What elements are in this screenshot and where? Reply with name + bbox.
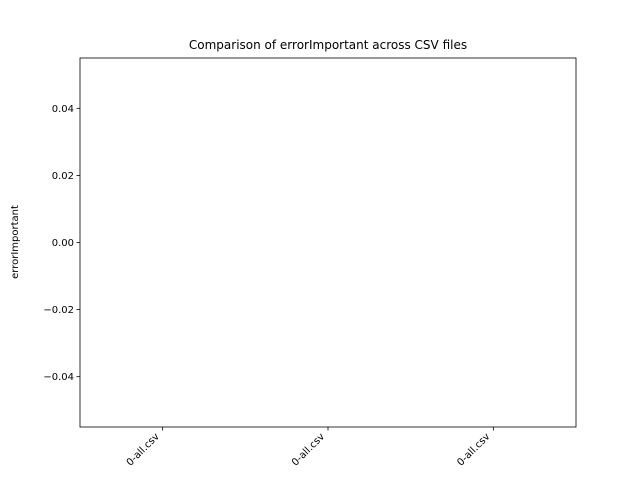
x-axis: 0-all.csv 0-all.csv 0-all.csv bbox=[125, 427, 494, 468]
x-tick-label: 0-all.csv bbox=[125, 431, 162, 468]
x-tick-label: 0-all.csv bbox=[290, 431, 327, 468]
y-tick-label: 0.04 bbox=[52, 104, 74, 115]
chart-title: Comparison of errorImportant across CSV … bbox=[189, 38, 467, 52]
y-axis: −0.04 −0.02 0.00 0.02 0.04 bbox=[43, 104, 80, 383]
x-tick-label: 0-all.csv bbox=[455, 431, 492, 468]
y-tick-label: 0.02 bbox=[52, 171, 74, 182]
y-tick-label: −0.04 bbox=[43, 372, 74, 383]
y-tick-label: 0.00 bbox=[52, 238, 74, 249]
plot-area bbox=[79, 57, 577, 428]
y-axis-label: errorImportant bbox=[10, 205, 21, 279]
y-tick-label: −0.02 bbox=[43, 305, 74, 316]
